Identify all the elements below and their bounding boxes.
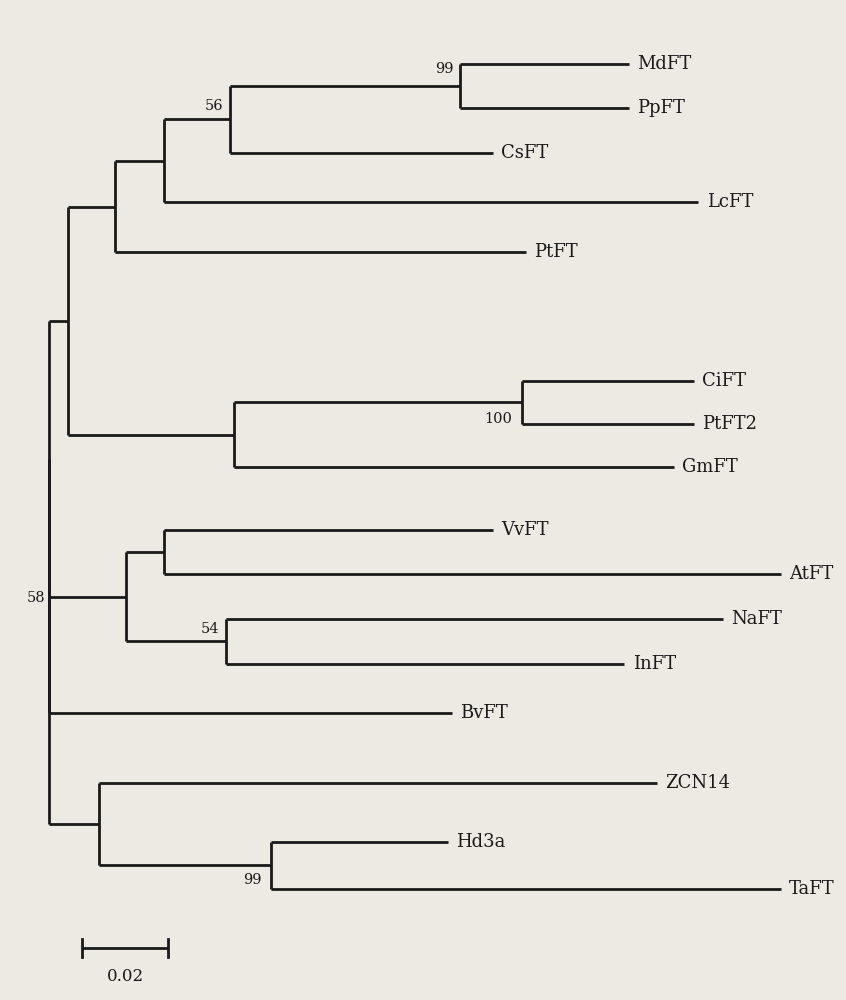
Text: ZCN14: ZCN14 — [666, 774, 730, 792]
Text: TaFT: TaFT — [788, 880, 834, 898]
Text: MdFT: MdFT — [637, 55, 691, 73]
Text: 99: 99 — [435, 62, 453, 76]
Text: AtFT: AtFT — [788, 565, 833, 583]
Text: PtFT2: PtFT2 — [702, 415, 757, 433]
Text: PpFT: PpFT — [637, 99, 684, 117]
Text: LcFT: LcFT — [706, 193, 753, 211]
Text: BvFT: BvFT — [460, 704, 508, 722]
Text: 58: 58 — [26, 591, 45, 605]
Text: InFT: InFT — [633, 655, 676, 673]
Text: CiFT: CiFT — [702, 372, 746, 390]
Text: NaFT: NaFT — [731, 610, 782, 628]
Text: CsFT: CsFT — [501, 144, 548, 162]
Text: 56: 56 — [205, 99, 223, 113]
Text: GmFT: GmFT — [682, 458, 738, 476]
Text: VvFT: VvFT — [501, 521, 549, 539]
Text: 0.02: 0.02 — [107, 968, 144, 985]
Text: 100: 100 — [484, 412, 512, 426]
Text: 54: 54 — [201, 622, 219, 636]
Text: Hd3a: Hd3a — [456, 833, 505, 851]
Text: PtFT: PtFT — [534, 243, 578, 261]
Text: 99: 99 — [243, 873, 261, 887]
